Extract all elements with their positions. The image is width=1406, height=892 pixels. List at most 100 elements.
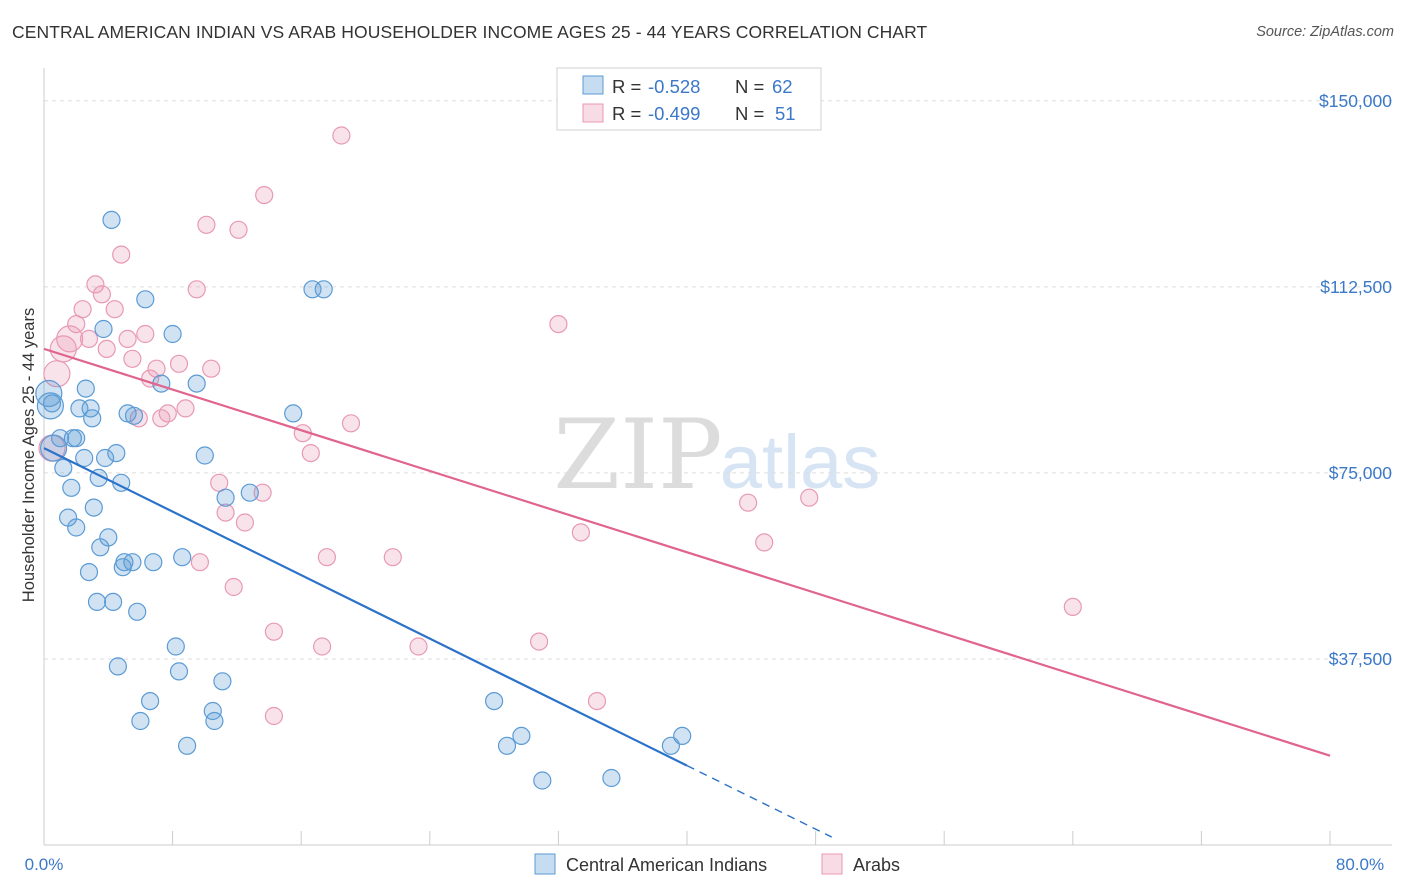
point-arab-10 [105, 300, 124, 319]
legend-swatch-pink [582, 103, 604, 123]
point-central-american-indian-40 [166, 637, 185, 656]
point-arab-41 [409, 637, 428, 656]
point-central-american-indian-2 [42, 394, 62, 413]
point-arab-40 [383, 548, 402, 567]
legend-n-label-blue: N = [735, 76, 764, 97]
point-arab-27 [224, 577, 243, 597]
point-central-american-indian-31 [123, 553, 142, 572]
point-central-american-indian-26 [108, 657, 128, 676]
point-arab-19 [158, 404, 177, 423]
point-central-american-indian-9 [67, 518, 86, 537]
y-tick-label-1: $75,000 [1329, 463, 1393, 483]
point-arab-44 [571, 523, 591, 542]
point-arab-8 [92, 285, 112, 304]
point-arab-29 [235, 513, 254, 532]
point-arab-42 [529, 632, 549, 651]
point-arab-21 [176, 399, 195, 418]
point-arab-28 [229, 220, 248, 239]
point-arab-47 [755, 533, 774, 552]
point-arab-36 [313, 637, 332, 656]
point-arab-5 [73, 300, 92, 319]
point-central-american-indian-45 [195, 446, 214, 465]
point-central-american-indian-4 [50, 429, 70, 448]
point-central-american-indian-44 [187, 374, 206, 393]
legend-swatch-blue [582, 75, 604, 95]
legend-r-label-pink: R = [612, 103, 641, 124]
point-central-american-indian-43 [178, 736, 197, 755]
legend-r-label-blue: R = [612, 76, 641, 97]
point-arab-43 [549, 315, 568, 334]
legend-swatch-central-american-indians [534, 853, 556, 875]
y-axis-label: Householder Income Ages 25 - 44 years [20, 308, 38, 602]
point-central-american-indian-16 [84, 498, 103, 517]
point-arab-33 [264, 706, 283, 726]
point-central-american-indian-53 [485, 691, 504, 711]
point-arab-50 [190, 553, 209, 572]
point-central-american-indian-12 [76, 379, 95, 398]
point-arab-23 [197, 215, 216, 234]
point-central-american-indian-20 [94, 319, 113, 339]
trend-line-central-american-indians [43, 447, 688, 767]
point-arab-9 [97, 339, 116, 358]
point-central-american-indian-57 [602, 768, 621, 788]
point-arab-13 [123, 349, 142, 368]
point-arab-45 [587, 691, 607, 711]
point-arab-7 [86, 275, 105, 294]
point-central-american-indian-50 [284, 404, 303, 423]
watermark-atlas: atlas [720, 420, 881, 505]
legend-r-value-blue: -0.528 [648, 76, 700, 97]
point-central-american-indian-60 [216, 488, 235, 507]
point-central-american-indian-56 [533, 771, 552, 790]
point-central-american-indian-41 [169, 662, 189, 681]
point-central-american-indian-24 [103, 592, 123, 612]
point-central-american-indian-42 [173, 548, 192, 567]
point-central-american-indian-22 [99, 528, 118, 547]
point-central-american-indian-17 [87, 592, 107, 612]
point-central-american-indian-32 [124, 406, 144, 425]
point-arab-20 [169, 354, 189, 373]
legend-label-central-american-indians: Central American Indians [566, 855, 767, 875]
point-arab-48 [800, 488, 819, 507]
legend-n-label-pink: N = [735, 103, 764, 124]
legend-swatch-arabs [821, 853, 843, 875]
point-central-american-indian-33 [128, 602, 147, 621]
point-arab-32 [264, 622, 283, 641]
trend-lines [43, 347, 1331, 838]
y-axis-tick-labels: $37,500 $75,000 $112,500 $150,000 [1319, 91, 1392, 669]
x-tick-label-max: 80.0% [1336, 855, 1384, 874]
point-arab-46 [738, 493, 758, 512]
point-central-american-indian-37 [144, 553, 163, 572]
point-central-american-indian-25 [107, 444, 126, 463]
watermark-zip: ZIP [553, 399, 722, 511]
point-arab-24 [202, 359, 221, 378]
point-central-american-indian-23 [102, 210, 121, 229]
legend-n-value-blue: 62 [772, 76, 793, 97]
legend-stats-box [556, 67, 822, 131]
point-central-american-indian-36 [141, 691, 160, 711]
chart-source: Source: ZipAtlas.com [1256, 24, 1394, 40]
point-central-american-indian-11 [75, 448, 94, 468]
point-arab-37 [317, 548, 336, 567]
legend-r-value-pink: -0.499 [648, 103, 700, 124]
trend-line-central-american-indians-extension [686, 764, 832, 838]
point-central-american-indian-52 [314, 280, 333, 299]
point-central-american-indian-7 [62, 478, 81, 497]
point-arab-15 [136, 324, 155, 344]
x-tick-label-min: 0.0% [25, 855, 64, 874]
point-arab-35 [301, 444, 320, 463]
x-axis-ticks [43, 831, 1331, 845]
point-central-american-indian-54 [497, 736, 517, 755]
point-central-american-indian-14 [79, 562, 99, 582]
point-arab-12 [118, 329, 137, 348]
chart-title: CENTRAL AMERICAN INDIAN VS ARAB HOUSEHOL… [12, 22, 928, 42]
point-arab-38 [332, 126, 351, 145]
point-central-american-indian-48 [213, 672, 232, 691]
point-arab-22 [187, 280, 206, 299]
point-central-american-indian-39 [163, 324, 182, 344]
point-central-american-indian-61 [67, 429, 86, 448]
legend-n-value-pink: 51 [775, 103, 796, 124]
y-tick-label-2: $112,500 [1320, 277, 1392, 297]
point-central-american-indian-55 [512, 726, 531, 746]
point-arab-49 [1063, 597, 1082, 617]
